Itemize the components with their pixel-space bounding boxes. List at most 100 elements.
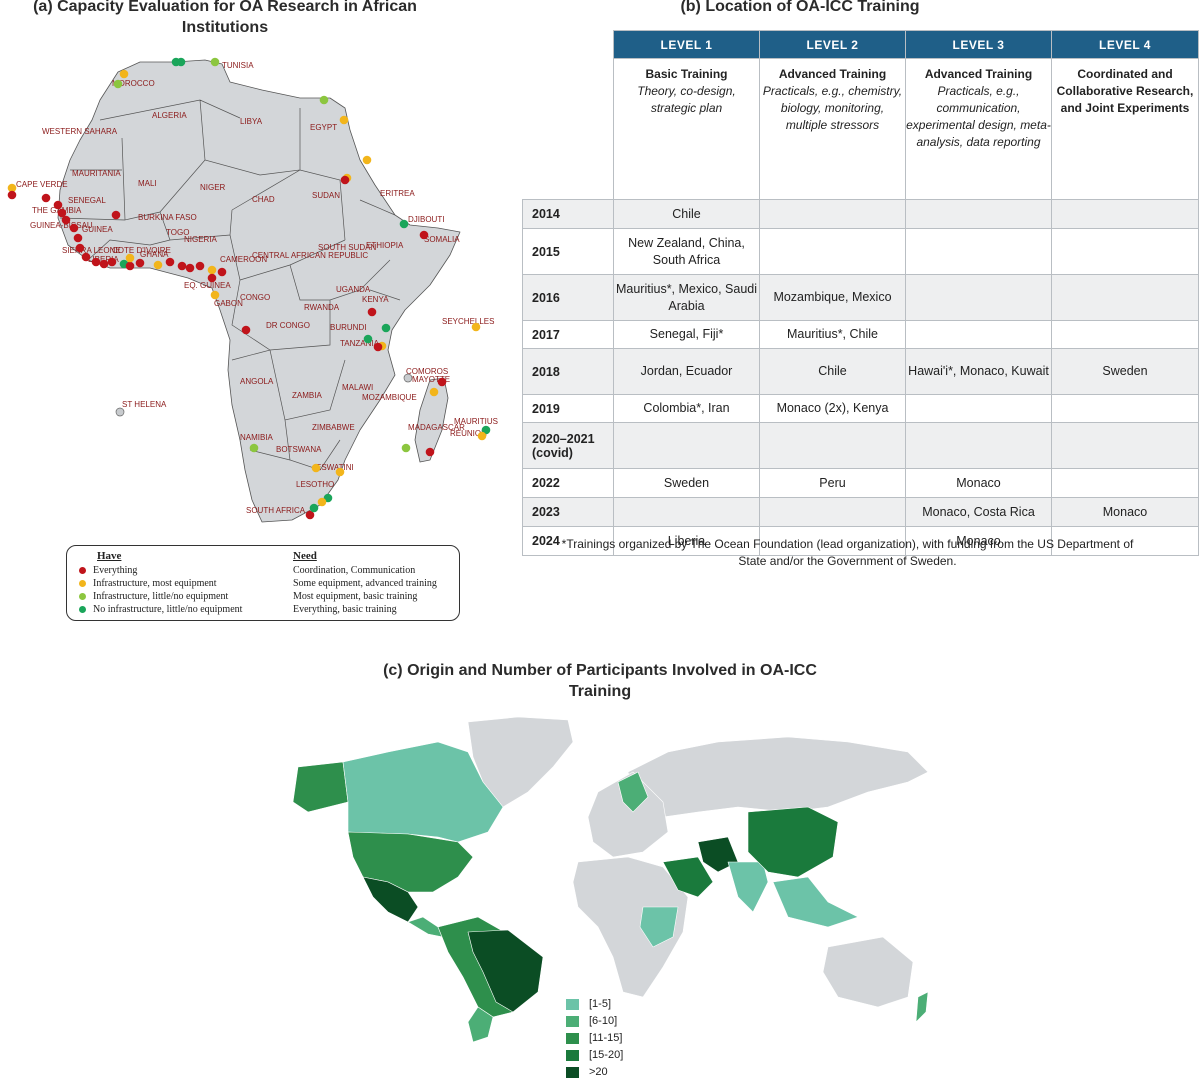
legend-c-label: [15-20] bbox=[589, 1049, 624, 1061]
capacity-dot bbox=[53, 200, 63, 210]
scandinavia-shape bbox=[617, 771, 649, 813]
capacity-dot bbox=[165, 257, 175, 267]
level-desc-body: Practicals, e.g., chemistry, biology, mo… bbox=[762, 84, 903, 132]
panel-c-title: (c) Origin and Number of Participants In… bbox=[383, 662, 817, 700]
training-cell: Hawai'i*, Monaco, Kuwait bbox=[905, 348, 1052, 395]
brazil-shape bbox=[467, 929, 544, 1013]
legend-c-row: >20 bbox=[566, 1064, 623, 1081]
legend-swatch bbox=[566, 1032, 579, 1044]
country-label-ghana: GHANA bbox=[140, 250, 169, 259]
country-label-south-africa: SOUTH AFRICA bbox=[246, 506, 306, 515]
capacity-dot bbox=[425, 447, 435, 457]
arabia-shape bbox=[662, 856, 714, 898]
country-label-western-sahara: WESTERN SAHARA bbox=[42, 127, 118, 136]
legend-color-dot bbox=[79, 567, 86, 575]
capacity-dot bbox=[115, 407, 125, 417]
country-label-chad: CHAD bbox=[252, 195, 275, 204]
new-zealand-shape bbox=[915, 991, 929, 1023]
australia-shape bbox=[822, 936, 914, 1008]
capacity-dot bbox=[207, 273, 217, 283]
legend-have-row: Everything bbox=[79, 564, 242, 577]
training-cell: Monaco bbox=[1051, 497, 1199, 527]
training-cell bbox=[1051, 320, 1199, 349]
legend-swatch bbox=[566, 1066, 579, 1078]
country-label-tanzania: TANZANIA bbox=[340, 339, 380, 348]
country-label-car: CENTRAL AFRICAN REPUBLIC bbox=[252, 251, 368, 260]
table-row: 2024 Liberia Monaco bbox=[522, 526, 1199, 556]
country-label-south-sudan: SOUTH SUDAN bbox=[318, 243, 376, 252]
table-corner-2 bbox=[522, 58, 614, 200]
country-label-niger: NIGER bbox=[200, 183, 226, 192]
legend-need-row: Everything, basic training bbox=[293, 604, 397, 615]
year-cell: 2022 bbox=[522, 468, 614, 498]
india-shape bbox=[727, 861, 769, 913]
capacity-dot bbox=[437, 377, 447, 387]
level-description-row: Basic Training Theory, co-design, strateg… bbox=[522, 58, 1199, 200]
country-label-mozambique: MOZAMBIQUE bbox=[362, 393, 417, 402]
country-label-burkina: BURKINA FASO bbox=[138, 213, 197, 222]
training-cell: Mauritius*, Mexico, Saudi Arabia bbox=[613, 274, 760, 321]
legend-have-label: No infrastructure, little/no equipment bbox=[93, 604, 243, 615]
training-cell: Monaco bbox=[905, 468, 1052, 498]
country-label-namibia: NAMIBIA bbox=[240, 433, 274, 442]
country-label-somalia: SOMALIA bbox=[424, 235, 460, 244]
table-row: 2020–2021 (covid) bbox=[522, 422, 1199, 469]
country-label-guinea: GUINEA bbox=[82, 225, 113, 234]
training-cell bbox=[613, 422, 760, 469]
country-label-cote-divoire: COTE D'IVOIRE bbox=[112, 246, 171, 255]
africa-world-shape bbox=[572, 856, 689, 998]
level-2-header: LEVEL 2 bbox=[759, 30, 906, 59]
country-label-dr-congo: DR CONGO bbox=[266, 321, 310, 330]
panel-a-title: (a) Capacity Evaluation for OA Research … bbox=[33, 0, 417, 36]
country-label-togo: TOGO bbox=[166, 228, 189, 237]
capacity-dot bbox=[107, 257, 117, 267]
training-cell: Peru bbox=[759, 468, 906, 498]
level-desc-title: Advanced Training bbox=[924, 67, 1033, 81]
usa-shape bbox=[347, 831, 474, 893]
capacity-dot bbox=[305, 510, 315, 520]
training-cell: Colombia*, Iran bbox=[613, 394, 760, 423]
greenland-shape bbox=[467, 716, 574, 808]
legend-have-label: Everything bbox=[93, 565, 138, 576]
level-header-row: LEVEL 1 LEVEL 2 LEVEL 3 LEVEL 4 bbox=[522, 30, 1199, 59]
capacity-dot bbox=[75, 243, 85, 253]
training-cell bbox=[905, 274, 1052, 321]
country-label-cape-verde: CAPE VERDE bbox=[16, 180, 68, 189]
legend-have-label: Infrastructure, most equipment bbox=[93, 578, 217, 589]
country-label-eq-guinea: EQ. GUINEA bbox=[184, 281, 231, 290]
capacity-dot bbox=[99, 259, 109, 269]
country-label-comoros: COMOROS bbox=[406, 367, 448, 376]
capacity-dot bbox=[135, 258, 145, 268]
capacity-dot bbox=[113, 79, 123, 89]
participants-legend: [1-5] [6-10] [11-15] [15-20] >20 bbox=[566, 996, 623, 1081]
country-label-senegal: SENEGAL bbox=[68, 196, 106, 205]
training-cell bbox=[759, 497, 906, 527]
training-cell bbox=[905, 320, 1052, 349]
level-desc-title: Basic Training bbox=[645, 67, 728, 81]
capacity-dot bbox=[7, 183, 17, 193]
legend-c-row: [6-10] bbox=[566, 1013, 623, 1030]
legend-swatch bbox=[566, 998, 579, 1010]
training-cell: New Zealand, China, South Africa bbox=[613, 228, 760, 275]
country-label-botswana: BOTSWANA bbox=[276, 445, 322, 454]
year-cell: 2014 bbox=[522, 199, 614, 229]
training-cell: Monaco, Costa Rica bbox=[905, 497, 1052, 527]
country-label-lesotho: LESOTHO bbox=[296, 480, 334, 489]
table-row: 2016 Mauritius*, Mexico, Saudi Arabia Moza… bbox=[522, 274, 1199, 321]
legend-c-label: >20 bbox=[589, 1066, 608, 1078]
legend-swatch bbox=[566, 1015, 579, 1027]
country-label-ethiopia: ETHIOPIA bbox=[366, 241, 404, 250]
table-row: 2017 Senegal, Fiji* Mauritius*, Chile bbox=[522, 320, 1199, 349]
capacity-dot bbox=[381, 323, 391, 333]
training-cell: Sweden bbox=[613, 468, 760, 498]
country-label-burundi: BURUNDI bbox=[330, 323, 366, 332]
legend-need-row: Most equipment, basic training bbox=[293, 591, 418, 602]
capacity-dot bbox=[403, 373, 413, 383]
training-cell bbox=[905, 199, 1052, 229]
country-label-gabon: GABON bbox=[214, 299, 243, 308]
capacity-dot bbox=[210, 57, 220, 67]
training-cell: Chile bbox=[613, 199, 760, 229]
country-label-djibouti: DJIBOUTI bbox=[408, 215, 444, 224]
year-cell: 2019 bbox=[522, 394, 614, 423]
country-label-cameroon: CAMEROON bbox=[220, 255, 267, 264]
